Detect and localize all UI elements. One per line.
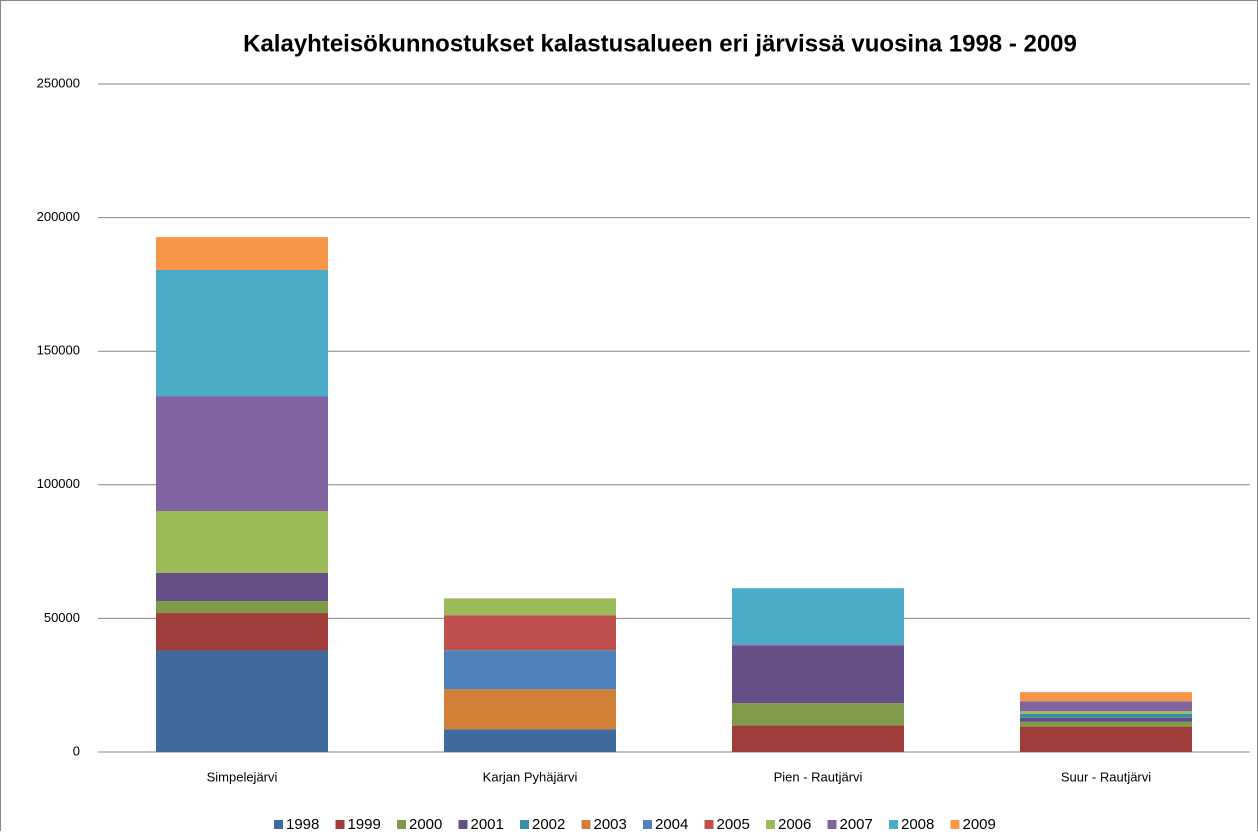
legend-label: 2008 xyxy=(901,816,934,831)
bar-segment xyxy=(156,601,328,614)
bar-segment xyxy=(1020,713,1192,718)
bar-segment xyxy=(732,588,904,645)
bar-segment xyxy=(444,689,616,730)
legend-swatch xyxy=(889,820,898,829)
y-tick-label: 50000 xyxy=(44,610,80,625)
y-tick-label: 0 xyxy=(73,743,80,758)
legend-swatch xyxy=(581,820,591,829)
legend-label: 2000 xyxy=(409,816,442,831)
legend-label: 2002 xyxy=(532,816,565,831)
bar-segment xyxy=(156,650,328,752)
legend-label: 2007 xyxy=(840,816,873,831)
legend-swatch xyxy=(704,820,714,829)
y-tick-label: 200000 xyxy=(37,209,80,224)
bar-segment xyxy=(156,269,328,397)
bar-segment xyxy=(732,703,904,726)
bar-segment xyxy=(732,644,904,646)
bar-segment xyxy=(156,237,328,270)
legend-label: 1999 xyxy=(348,816,381,831)
bar-segment xyxy=(156,396,328,511)
y-tick-label: 150000 xyxy=(37,343,80,358)
legend-swatch xyxy=(766,820,775,829)
legend-label: 2005 xyxy=(717,816,750,831)
bar-segment xyxy=(156,613,328,651)
bar-segment xyxy=(444,615,616,651)
chart-title: Kalayhteisökunnostukset kalastusalueen e… xyxy=(243,30,1077,57)
bar-segment xyxy=(732,645,904,704)
x-tick-label: Simpelejärvi xyxy=(207,769,278,784)
x-tick-label: Karjan Pyhäjärvi xyxy=(483,769,578,784)
bar-segment xyxy=(1020,692,1192,702)
legend-label: 2009 xyxy=(963,816,996,831)
legend-label: 2006 xyxy=(778,816,811,831)
bar-segment xyxy=(156,510,328,573)
legend-swatch xyxy=(274,820,283,829)
legend-label: 2001 xyxy=(471,816,504,831)
x-tick-label: Pien - Rautjärvi xyxy=(774,769,863,784)
legend-swatch xyxy=(397,820,406,829)
bar-segment xyxy=(156,572,328,602)
legend-swatch xyxy=(643,820,652,829)
bar-segment xyxy=(444,598,616,616)
legend-swatch xyxy=(950,820,960,829)
bar-segment xyxy=(1020,717,1192,722)
legend-swatch xyxy=(827,820,837,829)
legend-swatch xyxy=(520,820,529,829)
legend-swatch xyxy=(458,820,468,829)
bar-segment xyxy=(444,729,616,752)
bar-segment xyxy=(732,725,904,752)
bar-segment xyxy=(1020,701,1192,712)
legend-swatch xyxy=(335,820,345,829)
bar-segment xyxy=(1020,711,1192,714)
y-tick-label: 250000 xyxy=(37,75,80,90)
legend-label: 2003 xyxy=(594,816,627,831)
y-tick-label: 100000 xyxy=(37,476,80,491)
bar-segment xyxy=(444,650,616,690)
bar-segment xyxy=(1020,721,1192,727)
x-tick-label: Suur - Rautjärvi xyxy=(1061,769,1151,784)
legend-label: 2004 xyxy=(655,816,688,831)
legend-label: 1998 xyxy=(286,816,319,831)
bar-segment xyxy=(1020,726,1192,752)
